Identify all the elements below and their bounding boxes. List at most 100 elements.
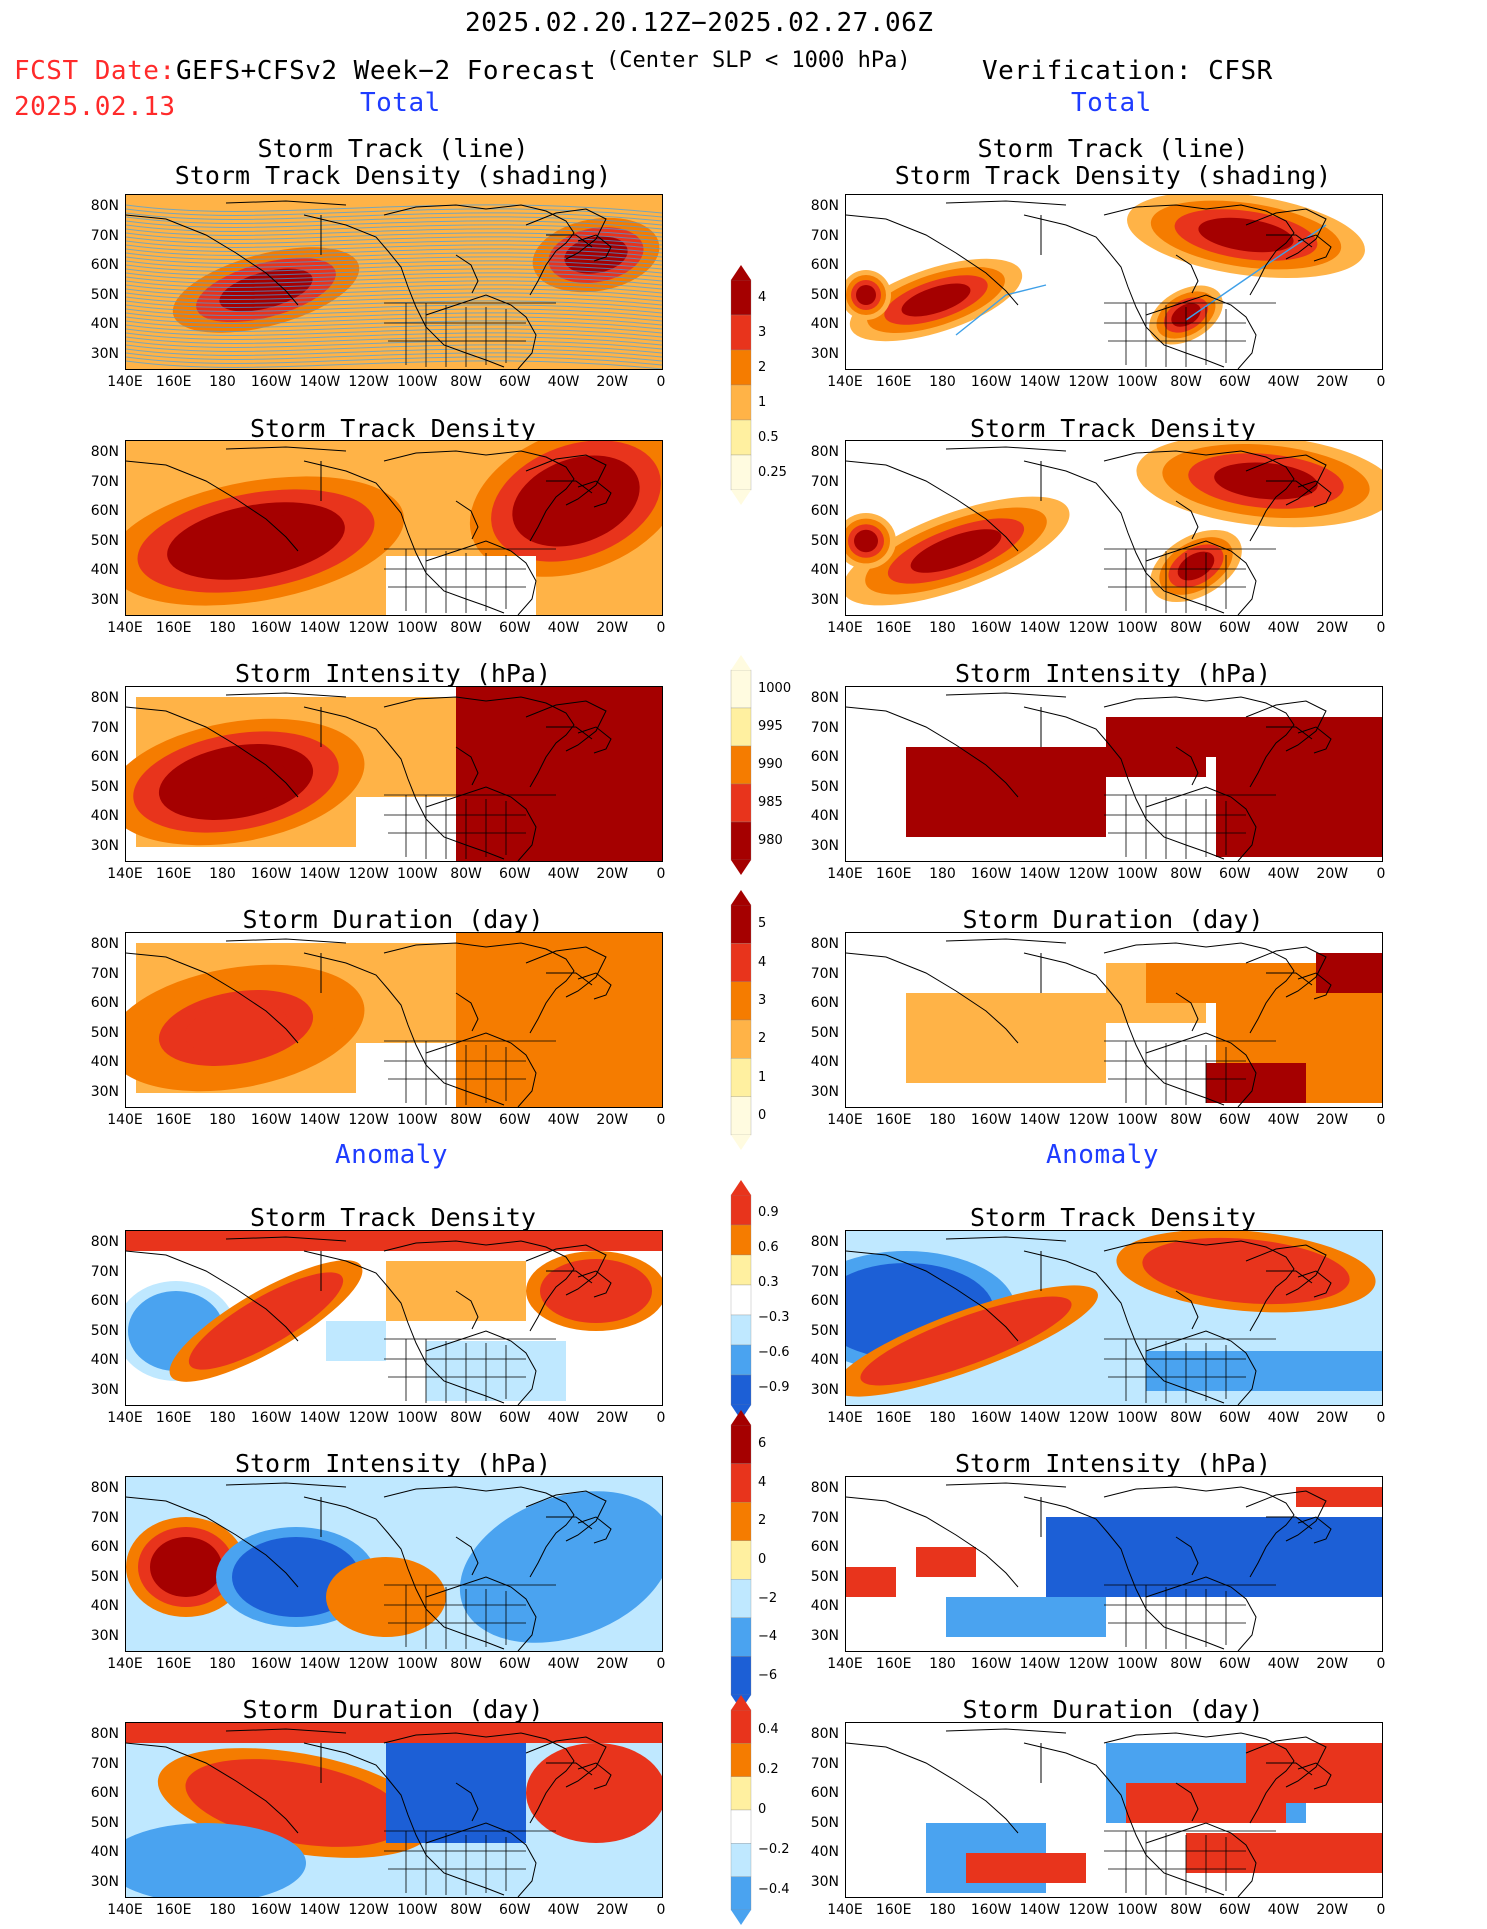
- lon-label: 20W: [1316, 1656, 1349, 1672]
- lat-label: 80N: [810, 1234, 839, 1250]
- colorbar-label: −0.2: [758, 1842, 790, 1857]
- lon-label: 120W: [348, 1410, 389, 1426]
- colorbar-label: 0.3: [758, 1274, 779, 1290]
- lon-label: 120W: [1068, 866, 1109, 882]
- colorbar-label: 2: [758, 359, 767, 375]
- lon-label: 160E: [155, 866, 192, 882]
- lon-label: 0: [1376, 866, 1386, 882]
- lon-label: 80W: [1170, 1656, 1202, 1672]
- lon-label: 100W: [1117, 1902, 1158, 1918]
- lat-label: 60N: [90, 749, 119, 765]
- lon-label: 0: [1376, 620, 1386, 636]
- panel-title-track_line: Storm Track (line): [977, 134, 1249, 163]
- lon-label: 80W: [450, 1112, 482, 1128]
- lon-label: 20W: [596, 1410, 629, 1426]
- lon-label: 40W: [547, 866, 580, 882]
- lat-label: 70N: [810, 473, 839, 490]
- lon-label: 140W: [1019, 1112, 1061, 1128]
- lon-label: 140E: [827, 1656, 863, 1672]
- lon-label: 140E: [827, 374, 863, 390]
- lat-label: 50N: [90, 532, 119, 549]
- lat-label: 70N: [810, 1755, 839, 1772]
- lat-label: 40N: [810, 316, 839, 332]
- lon-label: 100W: [397, 1410, 438, 1426]
- lon-label: 100W: [397, 1112, 438, 1128]
- colorbar-label: 1: [758, 394, 767, 410]
- lon-label: 0: [656, 374, 666, 390]
- lon-label: 20W: [596, 1112, 629, 1128]
- lon-label: 100W: [1117, 1656, 1158, 1672]
- panel-title-duration: Storm Duration (day): [962, 905, 1264, 934]
- slp-note: (Center SLP < 1000 hPa): [606, 48, 911, 73]
- lat-label: 30N: [810, 1627, 839, 1644]
- lon-label: 120W: [348, 620, 389, 636]
- lon-label: 40W: [1267, 866, 1300, 882]
- lon-label: 140E: [107, 866, 143, 882]
- panel-title-intensity: Storm Intensity (hPa): [954, 1449, 1272, 1478]
- lon-label: 160W: [250, 374, 292, 390]
- lon-label: 180: [929, 374, 956, 390]
- lon-label: 0: [1376, 1112, 1386, 1128]
- lon-label: 140W: [1019, 620, 1061, 636]
- lon-label: 0: [656, 1112, 666, 1128]
- colorbar-label: 0.2: [758, 1762, 779, 1777]
- panel-title-track_line: Storm Track (line): [257, 134, 529, 163]
- lon-label: 60W: [1218, 620, 1251, 636]
- lon-label: 40W: [1267, 1656, 1300, 1672]
- colorbar-label: 1000: [758, 681, 792, 696]
- lat-label: 80N: [810, 690, 839, 706]
- lon-label: 160E: [155, 1410, 192, 1426]
- lon-label: 100W: [1117, 374, 1158, 390]
- lat-label: 80N: [810, 936, 839, 952]
- lon-label: 180: [209, 1656, 236, 1672]
- panel-title-track_shading: Storm Track Density (shading): [894, 161, 1332, 190]
- lon-label: 40W: [1267, 1410, 1300, 1426]
- lon-label: 100W: [1117, 1410, 1158, 1426]
- lon-label: 40W: [1267, 374, 1300, 390]
- lon-label: 160E: [155, 374, 192, 390]
- colorbar-label: 0: [758, 1107, 767, 1123]
- lon-label: 80W: [1170, 620, 1202, 636]
- colorbar-total_density: [730, 265, 752, 509]
- map-panel-adur-verification: [845, 1722, 1383, 1898]
- lat-label: 50N: [810, 1814, 839, 1831]
- lat-label: 70N: [90, 1755, 119, 1772]
- lon-label: 60W: [498, 866, 531, 882]
- map-panel-adur-forecast: [125, 1722, 663, 1898]
- lon-label: 80W: [1170, 1410, 1202, 1426]
- lat-label: 80N: [90, 1480, 119, 1496]
- lat-label: 50N: [810, 1568, 839, 1585]
- panel-title-density: Storm Track Density: [250, 1203, 536, 1232]
- lat-label: 40N: [90, 1598, 119, 1614]
- lat-label: 60N: [90, 1293, 119, 1309]
- lon-label: 80W: [450, 620, 482, 636]
- panel-title-density: Storm Track Density: [250, 414, 536, 443]
- lon-label: 140W: [299, 620, 341, 636]
- lon-label: 120W: [348, 1656, 389, 1672]
- lat-label: 60N: [90, 503, 119, 519]
- lon-label: 180: [209, 866, 236, 882]
- panel-title-duration: Storm Duration (day): [962, 1695, 1264, 1724]
- lon-label: 40W: [547, 620, 580, 636]
- lat-label: 50N: [90, 1814, 119, 1831]
- lat-label: 50N: [90, 1568, 119, 1585]
- lon-label: 180: [929, 1112, 956, 1128]
- lon-label: 20W: [1316, 620, 1349, 636]
- colorbar-label: −6: [758, 1667, 778, 1683]
- lon-label: 160E: [155, 1112, 192, 1128]
- lon-label: 140W: [299, 1410, 341, 1426]
- lat-label: 50N: [810, 1322, 839, 1339]
- colorbar-label: −0.4: [758, 1882, 790, 1897]
- lat-label: 80N: [810, 1726, 839, 1742]
- lon-label: 80W: [1170, 866, 1202, 882]
- lat-label: 70N: [810, 719, 839, 736]
- lon-label: 140E: [107, 1902, 143, 1918]
- lon-label: 40W: [547, 374, 580, 390]
- anomaly-label-left: Anomaly: [335, 1140, 449, 1170]
- lon-label: 140W: [299, 1656, 341, 1672]
- colorbar-anom_duration: [730, 1695, 752, 1929]
- lon-label: 100W: [397, 620, 438, 636]
- lon-label: 140W: [1019, 866, 1061, 882]
- lat-label: 40N: [810, 1352, 839, 1368]
- date-range-title: 2025.02.20.12Z−2025.02.27.06Z: [465, 8, 934, 38]
